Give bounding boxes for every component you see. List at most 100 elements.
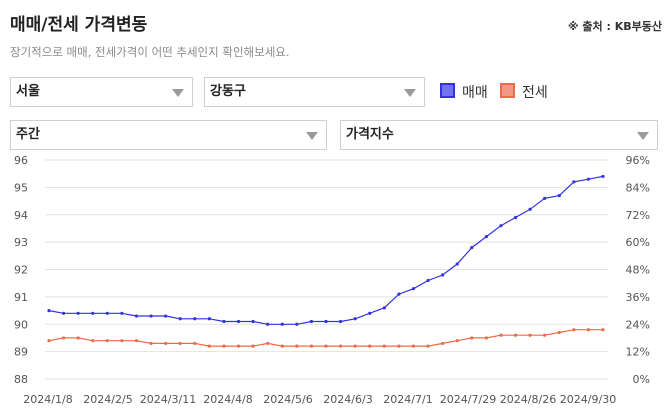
y-left-tick-label: 96 [14, 154, 28, 167]
sale-data-point [76, 311, 80, 315]
metric-select[interactable]: 가격지수 [340, 120, 658, 150]
period-select[interactable]: 주간 [10, 120, 327, 150]
jeonse-data-point [353, 344, 357, 348]
sale-data-point [455, 262, 459, 266]
sale-data-point [134, 314, 139, 318]
sale-data-point [441, 273, 445, 277]
sale-data-point [222, 319, 226, 324]
page-title: 매매/전세 가격변동 [10, 15, 148, 35]
jeonse-data-point [441, 341, 445, 346]
jeonse-data-point [309, 344, 314, 348]
sale-data-point [309, 319, 314, 324]
x-tick-label: 2024/7/29 [440, 393, 496, 406]
jeonse-data-point [499, 333, 503, 337]
x-tick-label: 2024/7/1 [383, 393, 432, 406]
jeonse-data-point [382, 344, 386, 348]
jeonse-data-point [338, 344, 343, 348]
jeonse-data-point [484, 336, 488, 340]
jeonse-data-point [426, 344, 430, 348]
sale-data-point [557, 193, 561, 198]
chevron-down-icon [306, 132, 318, 140]
jeonse-data-point [236, 344, 241, 348]
sale-data-point [484, 235, 488, 239]
y-right-tick-label: 0% [633, 373, 650, 386]
sale-data-point [543, 196, 547, 200]
sale-data-point [528, 207, 532, 211]
y-right-tick-label: 36% [626, 291, 650, 304]
sale-data-point [149, 314, 153, 318]
sale-data-point [586, 177, 591, 181]
jeonse-data-point [134, 339, 139, 343]
jeonse-data-point [222, 344, 226, 348]
jeonse-data-point [61, 336, 66, 340]
jeonse-data-point [207, 344, 211, 348]
jeonse-data-point [105, 339, 109, 343]
sale-data-point [91, 311, 95, 315]
sale-data-point [251, 319, 255, 324]
jeonse-data-point [601, 328, 605, 332]
sale-data-point [411, 287, 416, 291]
y-right-tick-label: 60% [626, 236, 650, 249]
y-right-tick-label: 48% [626, 264, 650, 277]
sale-legend-swatch [440, 83, 455, 98]
y-left-tick-label: 90 [14, 318, 28, 331]
y-left-tick-label: 91 [14, 291, 28, 304]
sale-data-point [499, 224, 503, 228]
jeonse-data-point [266, 341, 270, 346]
sale-data-point [382, 306, 386, 310]
jeonse-data-point [324, 344, 328, 348]
sale-data-point [193, 317, 197, 321]
y-right-tick-label: 72% [626, 209, 650, 222]
jeonse-data-point [368, 344, 372, 348]
jeonse-data-point [76, 336, 80, 340]
x-tick-label: 2024/8/26 [500, 393, 556, 406]
sale-data-point [266, 322, 270, 326]
jeonse-data-point [280, 344, 284, 348]
x-tick-label: 2024/2/5 [83, 393, 132, 406]
x-tick-label: 2024/1/8 [23, 393, 72, 406]
district-select-value: 강동구 [210, 84, 246, 99]
data-source: ※ 출처 : KB부동산 [567, 20, 662, 33]
sale-legend-label: 매매 [462, 85, 488, 101]
sale-data-point [572, 180, 576, 184]
sale-data-point [120, 311, 124, 315]
sale-data-point [207, 317, 211, 321]
sale-data-point [295, 322, 299, 326]
jeonse-data-point [193, 341, 197, 346]
chevron-down-icon [404, 89, 416, 97]
sale-data-point [164, 314, 168, 318]
jeonse-legend-label: 전세 [522, 85, 548, 101]
jeonse-data-point [164, 341, 168, 346]
sale-data-point [61, 311, 66, 315]
jeonse-legend-swatch [500, 83, 515, 98]
y-left-tick-label: 95 [14, 181, 28, 194]
sale-data-point [178, 317, 182, 321]
sale-data-point [426, 278, 430, 283]
sale-data-point [353, 317, 357, 321]
x-tick-label: 2024/3/11 [140, 393, 196, 406]
jeonse-data-point [557, 330, 561, 335]
sale-series-line [48, 175, 604, 325]
jeonse-data-point [543, 333, 547, 337]
y-right-tick-label: 96% [626, 154, 650, 167]
jeonse-series-line [48, 329, 603, 347]
jeonse-data-point [47, 339, 51, 343]
chevron-down-icon [637, 132, 649, 140]
sale-data-point [236, 319, 241, 324]
jeonse-data-point [120, 339, 124, 343]
x-tick-label: 2024/6/3 [323, 393, 372, 406]
x-tick-label: 2024/4/8 [203, 393, 252, 406]
chevron-down-icon [172, 89, 184, 97]
jeonse-data-point [513, 333, 518, 337]
metric-select-value: 가격지수 [346, 127, 394, 142]
jeonse-data-point [411, 344, 416, 348]
jeonse-data-point [295, 344, 299, 348]
sale-data-point [280, 322, 284, 326]
period-select-value: 주간 [16, 127, 40, 142]
y-right-tick-label: 84% [626, 181, 650, 194]
jeonse-data-point [149, 341, 153, 346]
y-left-tick-label: 94 [14, 209, 28, 222]
jeonse-data-point [586, 328, 591, 332]
district-select[interactable]: 강동구 [204, 77, 425, 107]
region-select[interactable]: 서울 [10, 77, 193, 107]
